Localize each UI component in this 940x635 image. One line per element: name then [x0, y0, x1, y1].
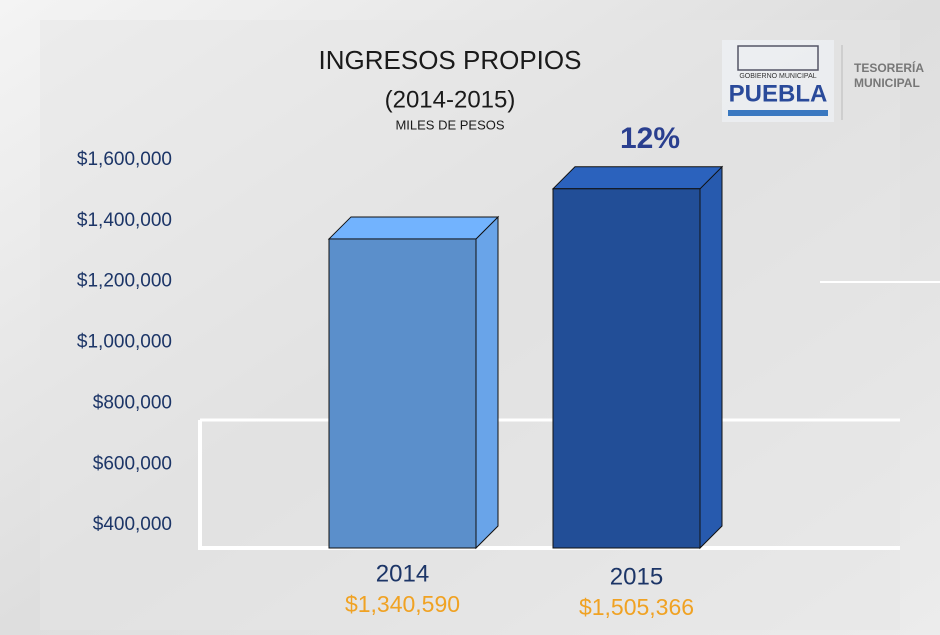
bar-top [327, 216, 500, 240]
annotation: 12% [620, 122, 680, 155]
chart-subtitle: (2014-2015) [385, 86, 516, 113]
logo-top: GOBIERNO MUNICIPAL [739, 73, 816, 80]
y-tick-label: $800,000 [93, 392, 172, 413]
bar [327, 215, 500, 550]
logo-stripe [728, 110, 828, 116]
logo: GOBIERNO MUNICIPAL PUEBLA TESORERÍA MUNI… [722, 40, 924, 122]
bar-front [552, 188, 701, 549]
logo-name: PUEBLA [729, 80, 828, 107]
bar-side [475, 215, 499, 550]
bar [551, 165, 724, 550]
y-tick-label: $600,000 [93, 453, 172, 474]
bar-top [551, 166, 724, 190]
y-tick-label: $400,000 [93, 514, 172, 535]
chart-title: INGRESOS PROPIOS [319, 45, 582, 75]
bar-side [699, 165, 723, 550]
x-tick-label: 2014 [376, 560, 429, 587]
value-label: $1,505,366 [579, 594, 694, 620]
bar-front [328, 238, 477, 549]
y-tick-label: $1,000,000 [77, 332, 172, 353]
y-tick-label: $1,400,000 [77, 210, 172, 231]
logo-building [737, 45, 819, 71]
department: TESORERÍA [854, 60, 924, 75]
y-tick-label: $1,200,000 [77, 271, 172, 292]
y-tick-label: $1,600,000 [77, 149, 172, 170]
unit-label: MILES DE PESOS [395, 117, 504, 132]
value-label: $1,340,590 [345, 591, 460, 617]
logo-box [722, 40, 834, 122]
department: MUNICIPAL [854, 76, 920, 90]
x-tick-label: 2015 [610, 563, 663, 590]
